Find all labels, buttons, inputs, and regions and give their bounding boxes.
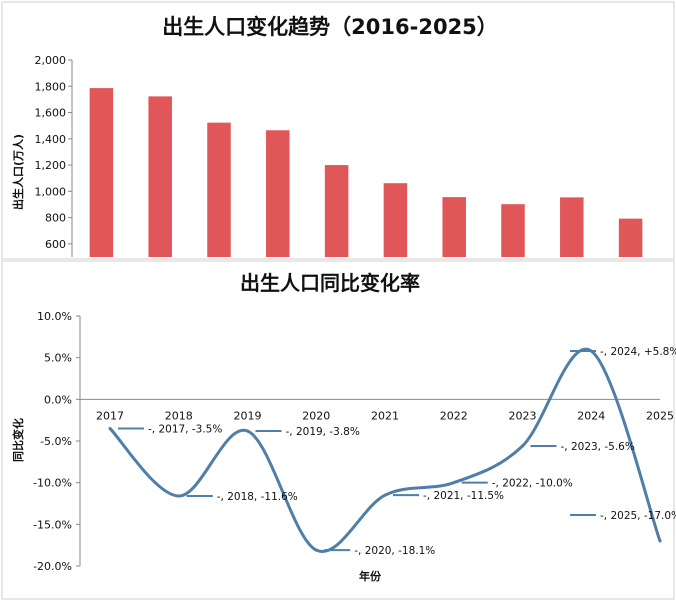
point-2020 — [314, 548, 318, 552]
data-label-2019: -, 2019, -3.8% — [286, 426, 360, 438]
line-y-tick-label: -10.0% — [33, 477, 72, 490]
line-x-tick-label: 2018 — [165, 409, 193, 422]
top-chart-title: 出生人口变化趋势（2016-2025） — [162, 15, 498, 39]
bar-2021 — [383, 183, 408, 257]
point-2023 — [521, 444, 524, 448]
bar-2024 — [560, 197, 584, 257]
line-x-tick-label: 2022 — [440, 409, 468, 422]
point-2019 — [246, 429, 249, 433]
top-chart-frame — [1, 1, 675, 260]
point-2021 — [383, 493, 387, 497]
bottom-chart-frame — [1, 260, 675, 600]
data-label-2021: -, 2021, -11.5% — [423, 490, 504, 502]
bar-2016 — [89, 88, 114, 257]
data-label-2020: -, 2020, -18.1% — [354, 545, 435, 557]
data-label-2018: -, 2018, -11.6% — [217, 491, 298, 503]
point-2018 — [177, 494, 181, 498]
bar-2022 — [442, 197, 466, 257]
bar-y-tick-label: 1,400 — [35, 133, 67, 146]
point-2017 — [108, 427, 112, 430]
bar-chart: 2,000 1,800 1,600 1,400 1,200 1,000 800 600 — [35, 54, 643, 257]
line-y-tick-label: 5.0% — [44, 352, 72, 365]
bar-y-tick-label: 1,200 — [35, 159, 67, 172]
bar-2023 — [501, 204, 525, 257]
line-x-tick-label: 2020 — [302, 409, 330, 422]
bar-y-tick-label: 1,800 — [35, 80, 67, 93]
data-label-2023: -, 2023, -5.6% — [561, 441, 635, 453]
line-x-tick-label: 2021 — [371, 409, 399, 422]
line-y-tick-label: 10.0% — [37, 310, 72, 323]
line-x-tick-label: 2023 — [509, 409, 537, 422]
bar-2017 — [148, 96, 172, 257]
line-x-tick-label: 2025 — [646, 409, 674, 422]
line-y-tick-label: 0.0% — [44, 393, 72, 406]
line-y-tick-label: -15.0% — [33, 518, 72, 531]
data-label-2022: -, 2022, -10.0% — [492, 478, 573, 490]
line-x-tick-label: 2017 — [96, 409, 124, 422]
line-y-tick-label: -20.0% — [33, 560, 72, 573]
bar-y-tick-label: 1,600 — [35, 107, 67, 120]
bar-2019 — [266, 130, 290, 257]
top-chart-ylabel: 出生人口(万人) — [11, 134, 25, 210]
point-2024 — [589, 349, 593, 353]
bottom-chart-xlabel: 年份 — [359, 569, 382, 583]
line-chart: 10.0% 5.0% 0.0% -5.0% -10.0% -15.0% -20.0% 2017… — [33, 310, 676, 573]
bar-2025 — [618, 218, 643, 257]
line-x-tick-label: 2024 — [577, 409, 605, 422]
line-x-tick-label: 2019 — [234, 409, 262, 422]
bar-2018 — [207, 122, 231, 257]
point-2022 — [452, 481, 456, 485]
data-label-2024: -, 2024, +5.8% — [600, 346, 676, 358]
bar-y-tick-label: 1,000 — [35, 185, 67, 198]
bottom-chart-ylabel: 同比变化 — [11, 418, 25, 462]
bar-y-tick-label: 800 — [45, 212, 66, 225]
bottom-chart-title: 出生人口同比变化率 — [240, 271, 420, 295]
line-y-tick-label: -5.0% — [40, 435, 72, 448]
bar-2020 — [324, 165, 349, 257]
point-2025 — [658, 539, 662, 543]
data-label-2025: -, 2025, -17.0% — [600, 510, 676, 522]
bar-y-tick-label: 600 — [45, 238, 66, 251]
bar-y-tick-label: 2,000 — [35, 54, 67, 67]
data-label-2017: -, 2017, -3.5% — [148, 424, 222, 436]
